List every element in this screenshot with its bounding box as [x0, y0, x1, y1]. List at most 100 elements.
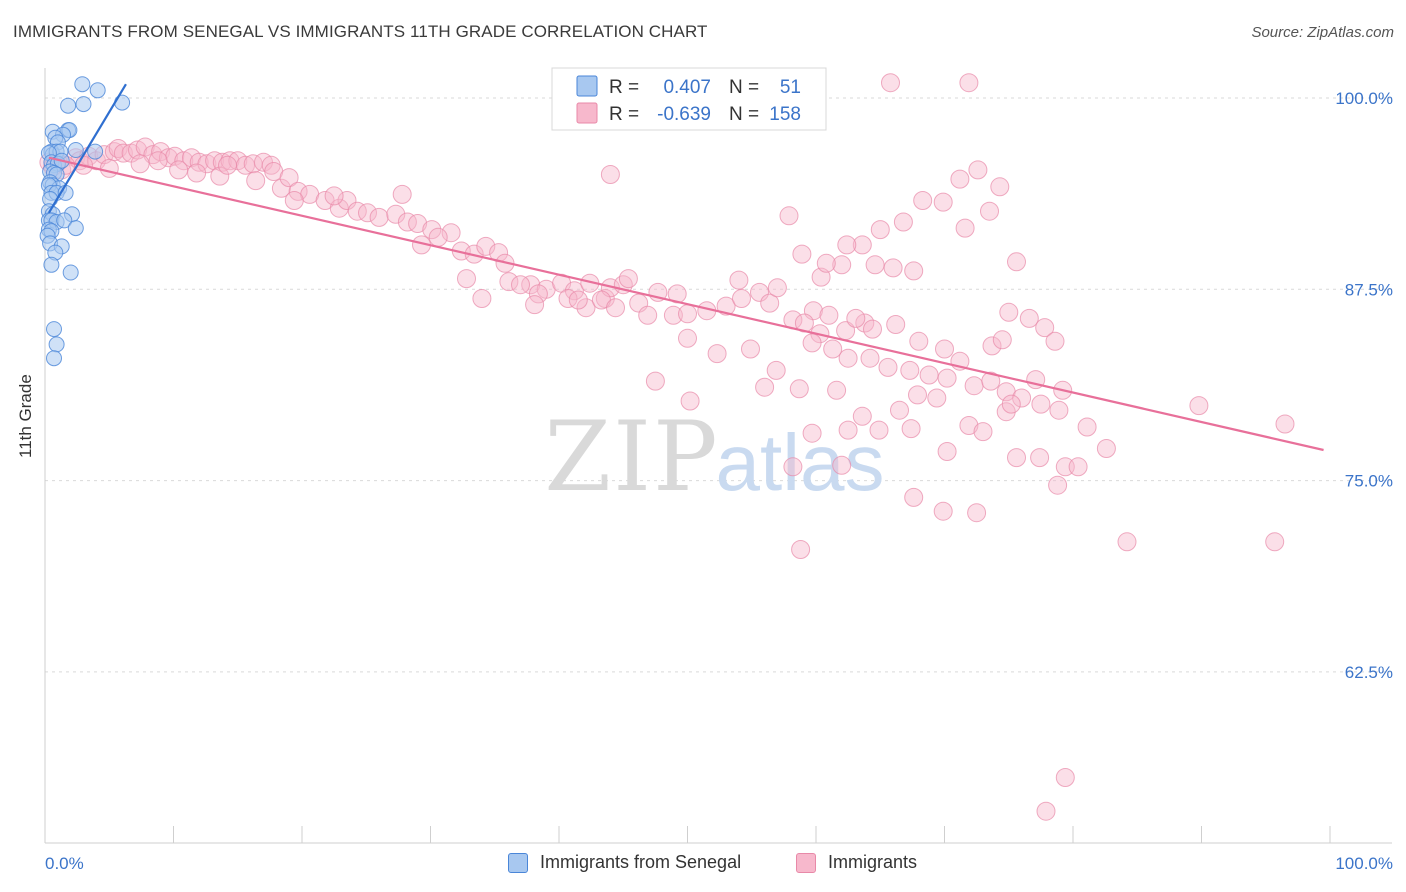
data-point-immigrants [964, 376, 984, 396]
data-point-immigrants [707, 344, 727, 364]
data-point-immigrants [823, 339, 843, 359]
data-point-immigrants [358, 203, 377, 223]
legend-n-value: 51 [780, 77, 801, 98]
data-point-immigrants [827, 380, 847, 400]
y-tick-label: 62.5% [1345, 663, 1393, 682]
data-point-immigrants [422, 220, 442, 240]
data-point-immigrants [1036, 801, 1056, 821]
data-point-immigrants [663, 305, 683, 325]
data-point-immigrants [1096, 439, 1116, 458]
bottom-legend: Immigrants from Senegal Immigrants [0, 852, 1406, 878]
data-point-immigrants [472, 289, 492, 308]
data-point-immigrants [959, 416, 979, 435]
legend-swatch-senegal [508, 852, 528, 873]
data-point-immigrants [618, 269, 638, 289]
legend-r-label: R = [609, 104, 639, 125]
data-point-immigrants [1019, 308, 1039, 328]
data-point-immigrants [860, 348, 880, 368]
data-point-immigrants [852, 406, 872, 426]
legend-label-senegal: Immigrants from Senegal [540, 852, 742, 872]
data-point-immigrants [779, 206, 799, 226]
data-point-immigrants [982, 336, 1002, 356]
data-point-immigrants [838, 420, 858, 440]
data-point-immigrants [838, 348, 858, 368]
data-point-immigrants [386, 204, 406, 224]
data-point-immigrants [568, 290, 588, 310]
data-point-immigrants [279, 168, 299, 188]
legend-r-value: -0.639 [657, 104, 711, 125]
legend-item-senegal[interactable]: Immigrants from Senegal [508, 852, 741, 873]
data-point-immigrants [638, 305, 658, 325]
data-point-immigrants [901, 419, 921, 439]
data-point-immigrants [937, 368, 957, 388]
data-point-immigrants [187, 163, 207, 183]
trend-lines [47, 83, 1324, 452]
data-point-immigrants [886, 315, 906, 334]
data-point-immigrants [869, 420, 889, 440]
data-point-senegal [67, 220, 84, 237]
data-point-immigrants [933, 192, 953, 212]
data-point-immigrants [819, 305, 839, 325]
legend-swatch-immigrants [796, 852, 816, 873]
y-tick-label: 87.5% [1345, 280, 1393, 299]
data-point-immigrants [397, 212, 417, 232]
data-point-immigrants [218, 155, 237, 175]
data-point-immigrants [1001, 394, 1021, 414]
data-point-immigrants [246, 171, 266, 191]
data-point-immigrants [1068, 457, 1088, 477]
series-immigrants-points [39, 73, 1295, 821]
data-point-immigrants [750, 282, 769, 302]
data-point-immigrants [852, 235, 872, 255]
legend-swatch-pink [576, 102, 598, 124]
data-point-immigrants [937, 442, 957, 461]
data-point-immigrants [1035, 318, 1055, 338]
data-point-immigrants [271, 178, 291, 198]
data-point-immigrants [909, 331, 929, 351]
data-point-immigrants [1049, 400, 1069, 420]
data-point-immigrants [476, 236, 496, 256]
data-point-immigrants [369, 207, 389, 227]
data-point-immigrants [783, 457, 803, 477]
data-point-immigrants [1055, 768, 1075, 787]
legend-n-label: N = [729, 77, 759, 98]
data-point-immigrants [973, 422, 993, 442]
x-tick-label-left: 0.0% [45, 854, 84, 873]
watermark: ZIP atlas [544, 401, 884, 513]
data-point-immigrants [678, 304, 697, 324]
data-point-immigrants [919, 365, 939, 385]
watermark-zip: ZIP [544, 401, 719, 513]
data-point-immigrants [205, 151, 225, 171]
y-tick-label: 100.0% [1335, 89, 1393, 108]
legend-n-value: 158 [769, 104, 801, 125]
data-point-senegal [43, 256, 60, 273]
legend-label-immigrants: Immigrants [828, 852, 918, 872]
data-point-immigrants [457, 269, 476, 289]
legend-item-immigrants[interactable]: Immigrants [796, 852, 917, 873]
legend-swatch-blue [576, 75, 598, 97]
data-point-immigrants [212, 152, 232, 172]
data-point-immigrants [967, 503, 987, 523]
trend-line-senegal [47, 83, 127, 214]
data-point-immigrants [1265, 532, 1285, 552]
data-point-immigrants [935, 339, 954, 359]
data-point-immigrants [981, 371, 1001, 391]
legend-r-label: R = [609, 77, 639, 98]
data-point-immigrants [802, 423, 822, 443]
data-point-immigrants [499, 272, 519, 292]
data-point-senegal [56, 212, 73, 229]
data-point-immigrants [1030, 448, 1050, 468]
data-point-senegal [46, 321, 62, 338]
data-point-immigrants [645, 371, 665, 391]
data-point-senegal [87, 143, 104, 160]
data-point-immigrants [1007, 448, 1026, 468]
y-tick-label: 75.0% [1345, 472, 1393, 491]
data-point-immigrants [999, 302, 1019, 322]
data-point-immigrants [148, 151, 168, 171]
data-point-immigrants [1045, 331, 1065, 351]
data-point-immigrants [890, 400, 909, 420]
data-point-immigrants [428, 227, 448, 247]
data-point-immigrants [1012, 388, 1032, 408]
data-point-immigrants [564, 281, 584, 301]
data-point-immigrants [990, 177, 1010, 197]
